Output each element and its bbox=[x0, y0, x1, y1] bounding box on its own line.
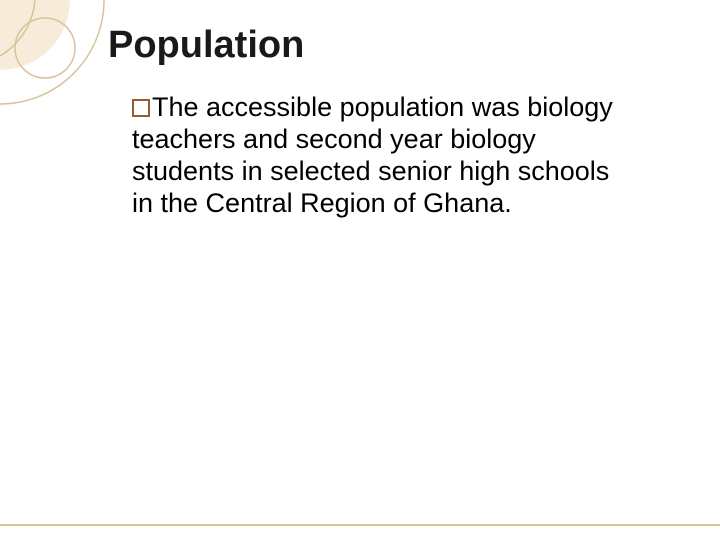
body-text: The accessible population was biology te… bbox=[132, 92, 613, 218]
bullet-icon bbox=[132, 99, 150, 117]
slide: Population The accessible population was… bbox=[0, 0, 720, 540]
slide-body: The accessible population was biology te… bbox=[132, 92, 632, 219]
corner-decoration bbox=[0, 0, 110, 110]
slide-title: Population bbox=[108, 24, 304, 67]
footer-divider bbox=[0, 524, 720, 526]
